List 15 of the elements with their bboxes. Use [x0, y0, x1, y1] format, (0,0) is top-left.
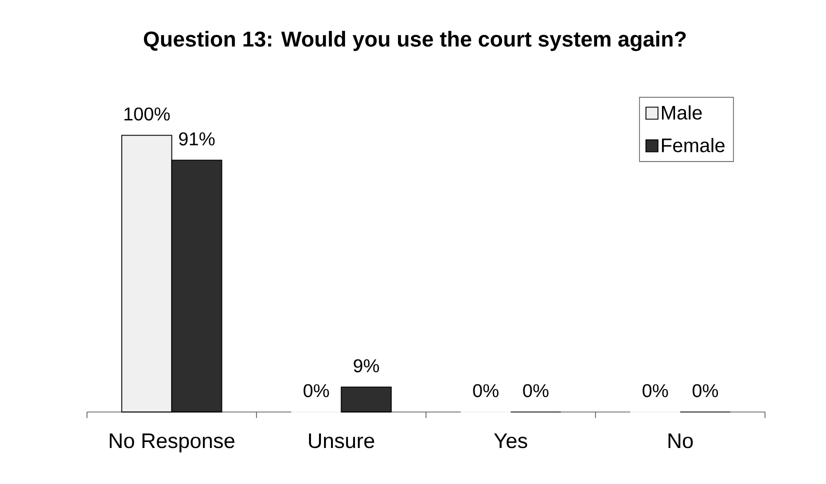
legend-label: Male: [662, 105, 702, 120]
data-label: 0%: [523, 384, 548, 398]
data-label: 0%: [473, 384, 498, 398]
chart-title: Question 13: Would you use the court system again?: [144, 30, 686, 52]
x-tick-label: Unsure: [309, 434, 374, 448]
data-label: 0%: [692, 384, 718, 398]
data-label: 0%: [642, 384, 668, 398]
data-label: 91%: [179, 132, 215, 146]
legend-label: Female: [662, 138, 725, 152]
data-label: 9%: [354, 359, 379, 372]
data-label: 0%: [304, 384, 329, 398]
x-tick-label: Yes: [494, 434, 528, 448]
x-tick-label: No: [668, 434, 693, 448]
x-tick-label: No Response: [110, 434, 234, 452]
data-label: 100%: [124, 107, 170, 121]
